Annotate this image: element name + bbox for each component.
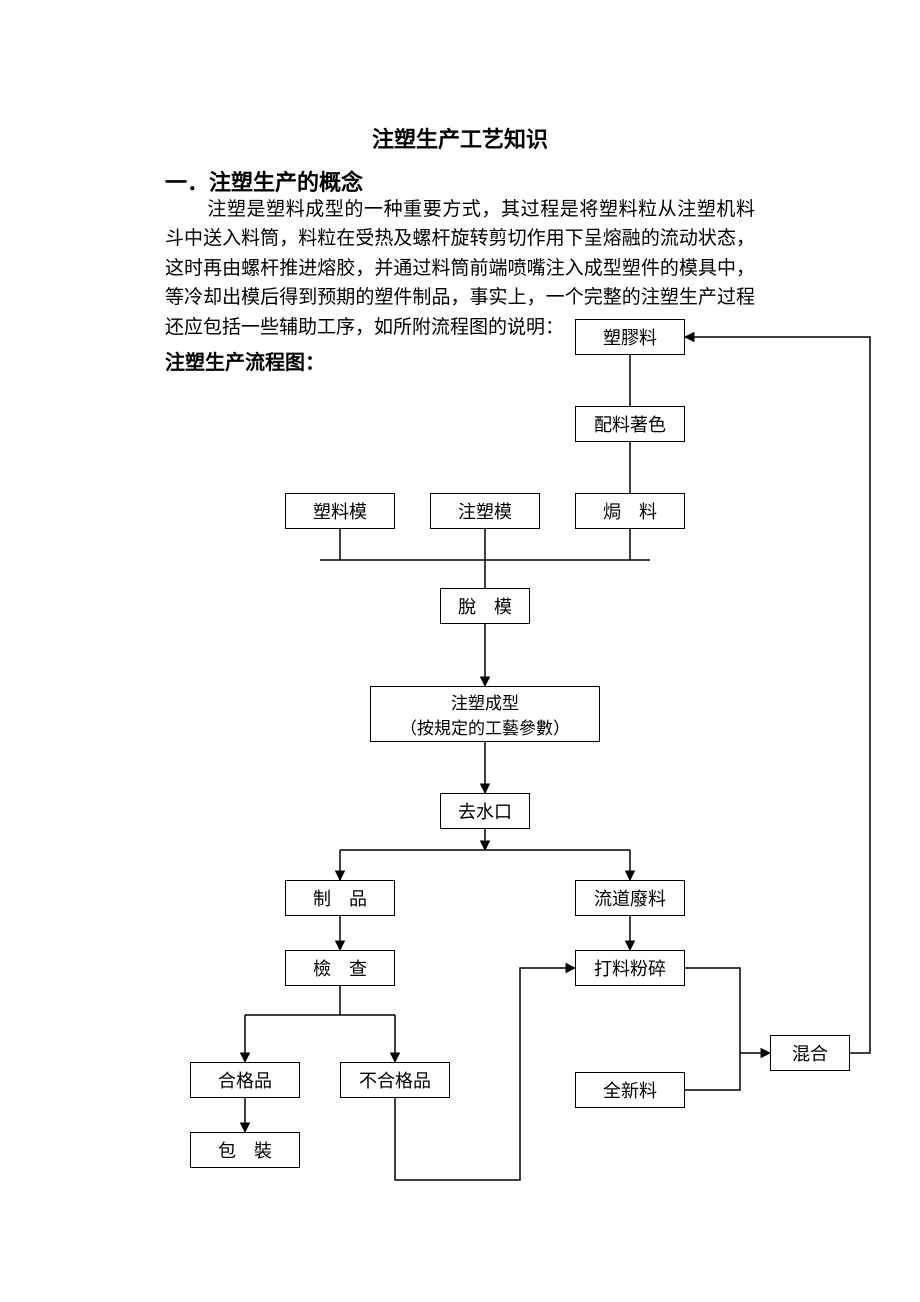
- node-dry: 焗 料: [575, 493, 685, 529]
- node-new: 全新料: [575, 1072, 685, 1108]
- node-plasticMold: 塑料模: [285, 493, 395, 529]
- edge-23: [685, 337, 870, 1053]
- flowchart-heading: 注塑生产流程图：: [165, 346, 325, 375]
- edge-22: [685, 1053, 740, 1090]
- node-crush: 打料粉碎: [575, 950, 685, 986]
- section-heading: 一．注塑生产的概念: [165, 165, 363, 197]
- node-gate: 去水口: [440, 793, 530, 829]
- node-runner: 流道廢料: [575, 880, 685, 916]
- intro-paragraph-text: 注塑是塑料成型的一种重要方式，其过程是将塑料粒从注塑机料斗中送入料筒，料粒在受热…: [165, 199, 755, 338]
- node-product: 制 品: [285, 880, 395, 916]
- node-plastic: 塑膠料: [575, 319, 685, 355]
- node-pack: 包 裝: [190, 1132, 300, 1168]
- edge-21: [685, 968, 770, 1053]
- page-title: 注塑生产工艺知识: [0, 122, 920, 154]
- node-color: 配料著色: [575, 406, 685, 442]
- node-ng: 不合格品: [340, 1062, 450, 1098]
- node-mix: 混合: [770, 1035, 850, 1071]
- node-demold: 脫 模: [440, 588, 530, 624]
- node-injMold: 注塑模: [430, 493, 540, 529]
- node-molding: 注塑成型 （按規定的工藝參數）: [370, 686, 600, 742]
- page-root: 注塑生产工艺知识 一．注塑生产的概念 注塑是塑料成型的一种重要方式，其过程是将塑…: [0, 0, 920, 1302]
- node-inspect: 檢 查: [285, 950, 395, 986]
- node-ok: 合格品: [190, 1062, 300, 1098]
